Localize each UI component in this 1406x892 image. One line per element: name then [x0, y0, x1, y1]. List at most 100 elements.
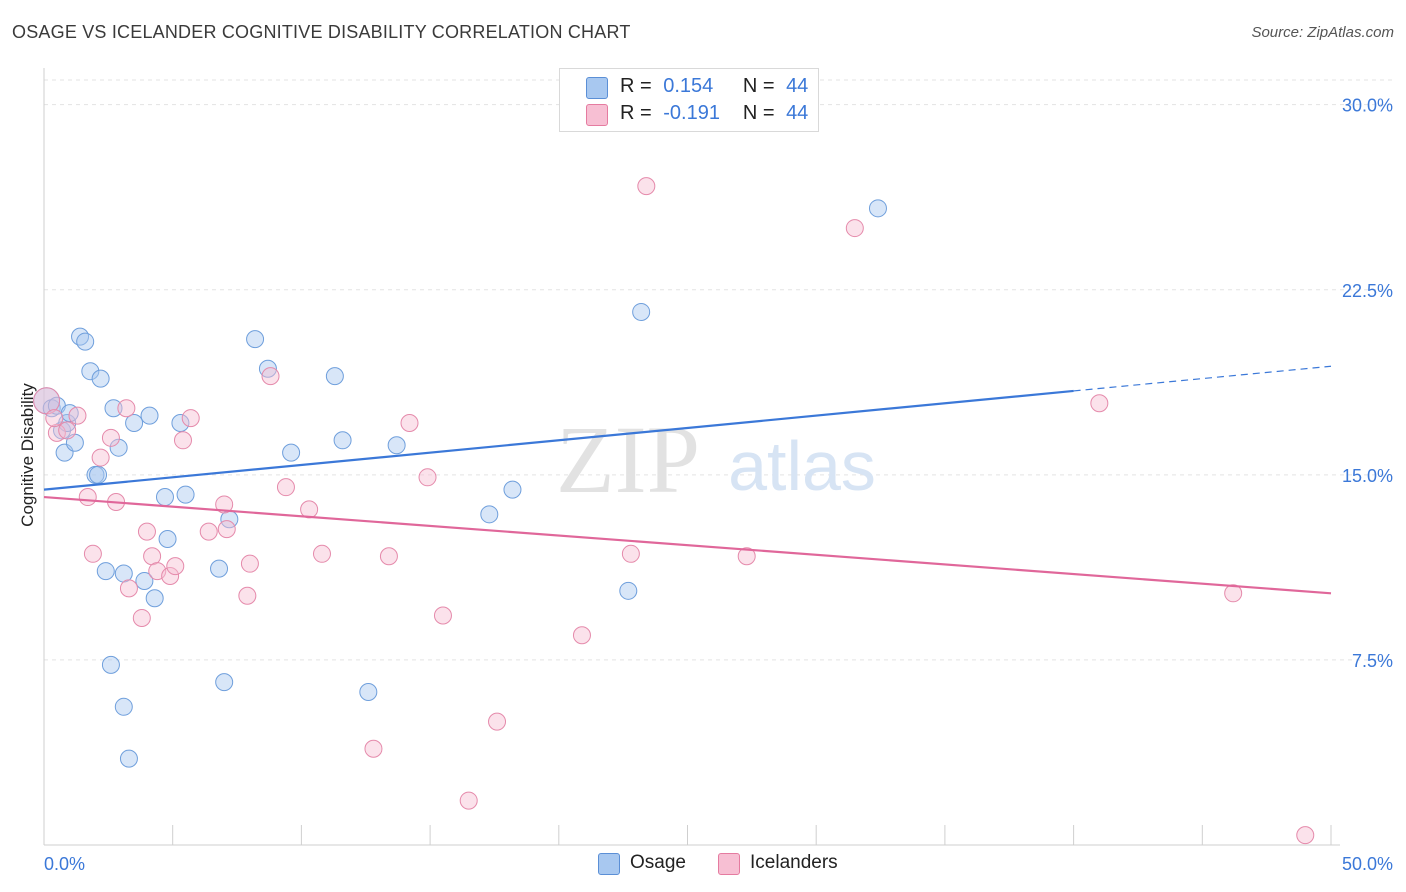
- icelanders-point: [68, 406, 87, 425]
- icelanders-point: [119, 579, 138, 598]
- icelanders-point: [433, 606, 452, 625]
- osage-trend-extension: [1073, 365, 1332, 392]
- icelanders-point: [737, 547, 756, 566]
- icelanders-swatch: [718, 853, 740, 875]
- osage-point: [76, 332, 95, 351]
- icelanders-point: [459, 791, 478, 810]
- osage-point: [135, 571, 154, 590]
- osage-point: [176, 485, 195, 504]
- r-label: R =: [620, 102, 652, 124]
- osage-swatch: [598, 853, 620, 875]
- legend-label: Osage: [630, 852, 686, 873]
- icelanders-point: [137, 522, 156, 541]
- icelanders-point: [364, 739, 383, 758]
- osage-point: [632, 302, 651, 321]
- osage-point: [158, 530, 177, 548]
- watermark-zip: ZIP: [556, 406, 700, 513]
- osage-point: [114, 697, 133, 716]
- icelanders-point: [132, 608, 151, 627]
- tick-labels: 7.5% 15.0% 22.5% 30.0% 0.0% 50.0%: [44, 96, 1393, 874]
- osage-point: [81, 362, 100, 381]
- osage-point: [325, 367, 344, 386]
- icelanders-point: [400, 414, 419, 433]
- icelanders-point: [47, 423, 66, 442]
- icelanders-point: [276, 478, 295, 497]
- icelanders-point: [78, 488, 97, 507]
- icelanders-swatch: [586, 104, 608, 126]
- y-axis-label: Cognitive Disability: [18, 383, 37, 527]
- icelanders-point: [117, 399, 136, 418]
- icelanders-point: [572, 626, 591, 645]
- osage-point: [359, 683, 378, 701]
- osage-point: [210, 559, 229, 578]
- n-label: N =: [742, 75, 775, 97]
- icelanders-trend-line: [43, 495, 1332, 595]
- osage-point: [71, 327, 90, 346]
- icelanders-point: [637, 177, 656, 196]
- osage-point: [503, 480, 522, 499]
- r-value: 0.154: [663, 75, 714, 97]
- osage-point: [246, 330, 265, 349]
- osage-point: [119, 749, 138, 768]
- icelanders-point: [845, 219, 864, 238]
- icelanders-point: [1224, 584, 1243, 603]
- grid-lines: [44, 79, 1392, 661]
- osage-point: [333, 431, 352, 450]
- icelanders-point: [91, 448, 110, 467]
- osage-point: [387, 436, 406, 455]
- source-note: Source: ZipAtlas.com: [1251, 24, 1394, 41]
- osage-point: [140, 406, 159, 425]
- osage-point: [215, 673, 234, 692]
- icelanders-point: [166, 557, 185, 576]
- osage-point: [619, 581, 638, 600]
- osage-point: [89, 465, 108, 484]
- icelanders-point: [1090, 394, 1109, 413]
- n-value: 44: [786, 75, 809, 97]
- osage-point: [109, 438, 128, 457]
- r-label: R =: [620, 75, 652, 97]
- icelanders-point: [240, 554, 259, 573]
- icelanders-point: [58, 421, 77, 440]
- osage-point: [171, 414, 190, 433]
- osage-point: [155, 488, 174, 507]
- icelanders-point: [45, 409, 64, 428]
- icelanders-point: [238, 586, 257, 605]
- icelanders-point: [312, 544, 331, 563]
- osage-swatch: [586, 77, 608, 99]
- y-tick-label: 30.0%: [1342, 96, 1393, 116]
- osage-point: [282, 443, 301, 462]
- icelanders-point: [199, 522, 218, 541]
- r-value: -0.191: [663, 102, 720, 124]
- n-label: N =: [742, 102, 775, 124]
- osage-point: [480, 505, 499, 524]
- osage-point: [101, 655, 120, 674]
- icelanders-point: [261, 367, 280, 386]
- osage-point: [125, 414, 144, 433]
- watermark: ZIP atlas: [556, 406, 876, 513]
- y-tick-label: 7.5%: [1352, 651, 1393, 671]
- y-tick-label: 22.5%: [1342, 281, 1393, 301]
- icelanders-point: [181, 409, 200, 428]
- legend-label: Icelanders: [750, 852, 838, 873]
- axes: [43, 68, 1340, 846]
- x-tick-label: 0.0%: [44, 854, 85, 874]
- icelanders-point: [621, 544, 640, 563]
- watermark-atlas: atlas: [728, 427, 876, 505]
- icelanders-point: [83, 544, 102, 563]
- icelanders-point: [418, 468, 437, 487]
- osage-point: [258, 359, 277, 378]
- osage-point: [96, 562, 115, 581]
- icelanders-point: [161, 567, 180, 586]
- osage-point: [104, 399, 123, 418]
- n-value: 44: [786, 102, 809, 124]
- osage-point: [868, 199, 887, 218]
- icelanders-point: [379, 547, 398, 566]
- osage-point: [145, 589, 164, 608]
- icelanders-point: [488, 712, 507, 731]
- correlation-legend: R = 0.154 N = 44 R = -0.191 N = 44: [559, 68, 819, 132]
- trend-lines: [43, 365, 1332, 595]
- x-tick-label: 50.0%: [1342, 854, 1393, 874]
- chart-title: OSAGE VS ICELANDER COGNITIVE DISABILITY …: [12, 22, 631, 42]
- icelanders-point: [217, 520, 236, 539]
